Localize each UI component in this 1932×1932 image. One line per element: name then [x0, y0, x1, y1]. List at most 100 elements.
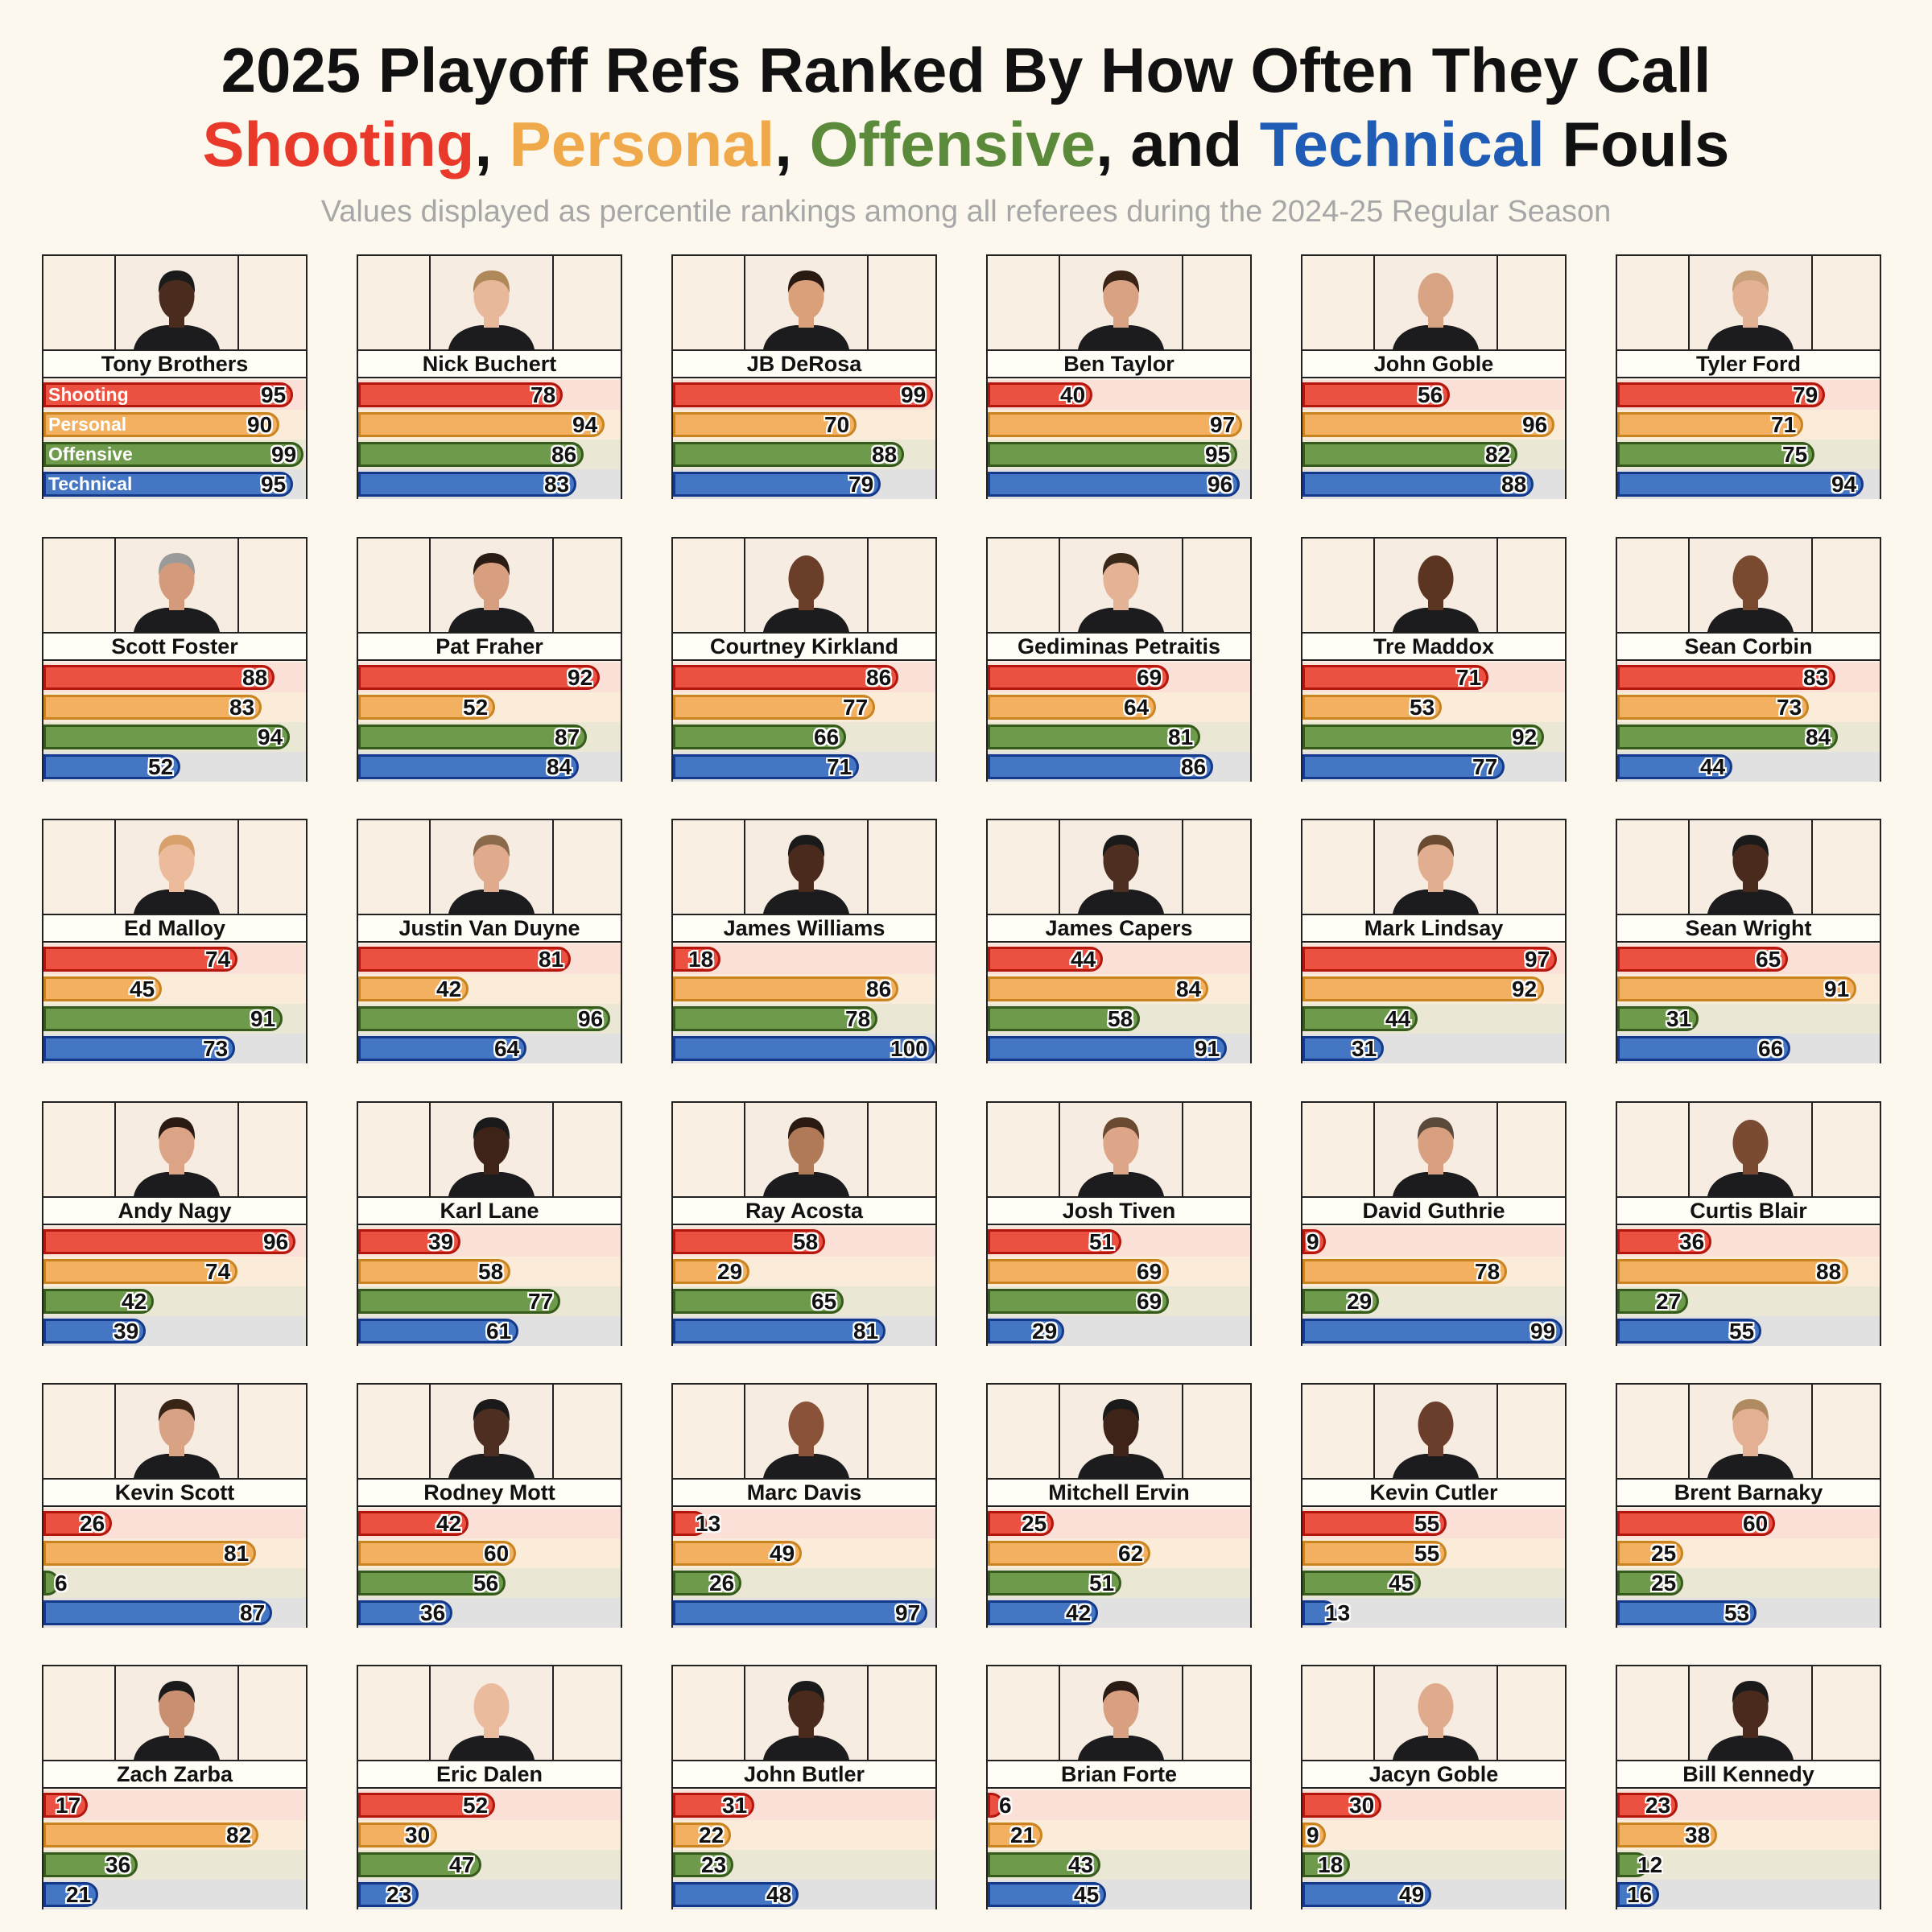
referee-photo-area	[43, 256, 306, 351]
referee-card: Tony Brothers Shooting 95 Personal 90 Offensi…	[42, 254, 308, 499]
bar-track	[1302, 1598, 1565, 1628]
bar-personal	[43, 412, 279, 437]
bar-value-label: 77	[528, 1289, 554, 1314]
referee-photo-area	[43, 539, 306, 634]
bar-offensive	[358, 1006, 610, 1031]
bar-row-offensive: 82	[1302, 440, 1565, 469]
bar-shooting	[1302, 1793, 1381, 1818]
referee-card: JB DeRosa 99 70 88 79	[671, 254, 937, 499]
referee-photo-area	[673, 820, 935, 915]
bar-technical	[1617, 1036, 1790, 1061]
referee-card: Curtis Blair 36 88 27 55	[1616, 1101, 1881, 1346]
bar-row-shooting: 42	[358, 1509, 621, 1538]
bar-technical	[358, 472, 576, 497]
bar-value-label: 12	[1637, 1852, 1663, 1877]
bar-value-label: 96	[263, 1229, 289, 1254]
bar-row-shooting: 23	[1617, 1790, 1880, 1820]
bar-value-label: 49	[1399, 1882, 1425, 1907]
referee-name: Josh Tiven	[988, 1198, 1250, 1225]
referee-name: Kevin Scott	[43, 1480, 306, 1507]
bar-personal	[1302, 412, 1554, 437]
bar-row-technical: 44	[1617, 752, 1880, 782]
portrait-shirt	[1078, 325, 1164, 349]
bar-technical	[988, 1319, 1064, 1344]
referee-card: Bill Kennedy 23 38 12 16	[1616, 1665, 1881, 1909]
bar-row-shooting: 36	[1617, 1227, 1880, 1257]
bar-value-label: 44	[1385, 1006, 1411, 1031]
bar-row-offensive: 12	[1617, 1850, 1880, 1880]
portrait-shirt	[448, 1172, 535, 1196]
portrait-shirt	[1393, 1172, 1479, 1196]
bar-value-label: 81	[539, 947, 564, 972]
bar-track	[988, 1790, 1250, 1820]
bar-value-label: 81	[1168, 724, 1194, 749]
bar-value-label: 42	[436, 1511, 462, 1536]
bar-value-label: 30	[405, 1823, 431, 1847]
referee-photo	[1688, 1103, 1813, 1196]
bar-row-offensive: 31	[1617, 1004, 1880, 1034]
bar-row-technical: 42	[988, 1598, 1250, 1628]
bar-value-label: 38	[1685, 1823, 1711, 1847]
referee-name: Zach Zarba	[43, 1761, 306, 1789]
referee-name: Ed Malloy	[43, 915, 306, 943]
bar-row-technical: 39	[43, 1316, 306, 1346]
bar-row-shooting: 60	[1617, 1509, 1880, 1538]
referee-name: Marc Davis	[673, 1480, 935, 1507]
bar-row-technical: 16	[1617, 1880, 1880, 1909]
referee-name: Sean Corbin	[1617, 634, 1880, 661]
portrait-hair	[158, 270, 196, 293]
bar-personal	[988, 1823, 1042, 1847]
portrait-head	[159, 1683, 195, 1730]
bar-row-technical: 77	[1302, 752, 1565, 782]
bar-personal	[358, 695, 495, 720]
referee-card: Josh Tiven 51 69 69 29	[986, 1101, 1252, 1346]
bar-value-label: 42	[122, 1289, 147, 1314]
bar-personal	[43, 1541, 256, 1566]
bar-technical	[358, 1036, 526, 1061]
bar-value-label: 21	[1010, 1823, 1036, 1847]
bar-technical	[988, 1882, 1106, 1907]
referee-photo-area	[1302, 539, 1565, 634]
bar-value-label: 92	[1512, 976, 1538, 1001]
referee-photo	[1373, 1385, 1498, 1478]
referee-photo-area	[43, 1666, 306, 1761]
bar-value-label: 22	[699, 1823, 724, 1847]
bar-value-label: 69	[1137, 665, 1162, 690]
bar-offensive	[358, 1289, 560, 1314]
portrait-head	[788, 837, 824, 884]
bar-row-personal: 49	[673, 1538, 935, 1568]
bar-value-label: 71	[1456, 665, 1482, 690]
referee-card: Ed Malloy 74 45 91 73	[42, 819, 308, 1063]
bar-offensive	[1617, 1006, 1699, 1031]
portrait-shirt	[448, 325, 535, 349]
bar-offensive	[988, 724, 1200, 749]
portrait-shirt	[134, 608, 220, 632]
bar-shooting	[673, 382, 933, 407]
bar-technical	[673, 472, 881, 497]
bar-track	[673, 1509, 935, 1538]
bar-technical	[43, 1036, 235, 1061]
referee-photo	[1688, 256, 1813, 349]
referee-card: Courtney Kirkland 86 77 66 71	[671, 537, 937, 782]
bar-value-label: 94	[1831, 472, 1857, 497]
bar-value-label: 25	[1651, 1571, 1677, 1596]
bar-row-shooting: 18	[673, 944, 935, 974]
bar-track	[43, 1568, 306, 1598]
portrait-head	[1103, 837, 1139, 884]
referee-photo	[114, 1385, 239, 1478]
bar-technical	[1617, 754, 1732, 779]
portrait-shirt	[1393, 608, 1479, 632]
bar-shooting	[1302, 1229, 1326, 1254]
bar-row-shooting: 96	[43, 1227, 306, 1257]
bar-row-shooting: 88	[43, 663, 306, 692]
portrait-head	[1732, 273, 1769, 320]
referee-name: Ray Acosta	[673, 1198, 935, 1225]
portrait-shirt	[763, 1736, 849, 1760]
bar-row-technical: 84	[358, 752, 621, 782]
bar-row-shooting: 17	[43, 1790, 306, 1820]
bar-offensive	[1617, 1289, 1688, 1314]
bar-offensive	[988, 1852, 1100, 1877]
referee-name: James Williams	[673, 915, 935, 943]
bar-offensive	[673, 724, 846, 749]
bar-shooting	[1617, 382, 1825, 407]
